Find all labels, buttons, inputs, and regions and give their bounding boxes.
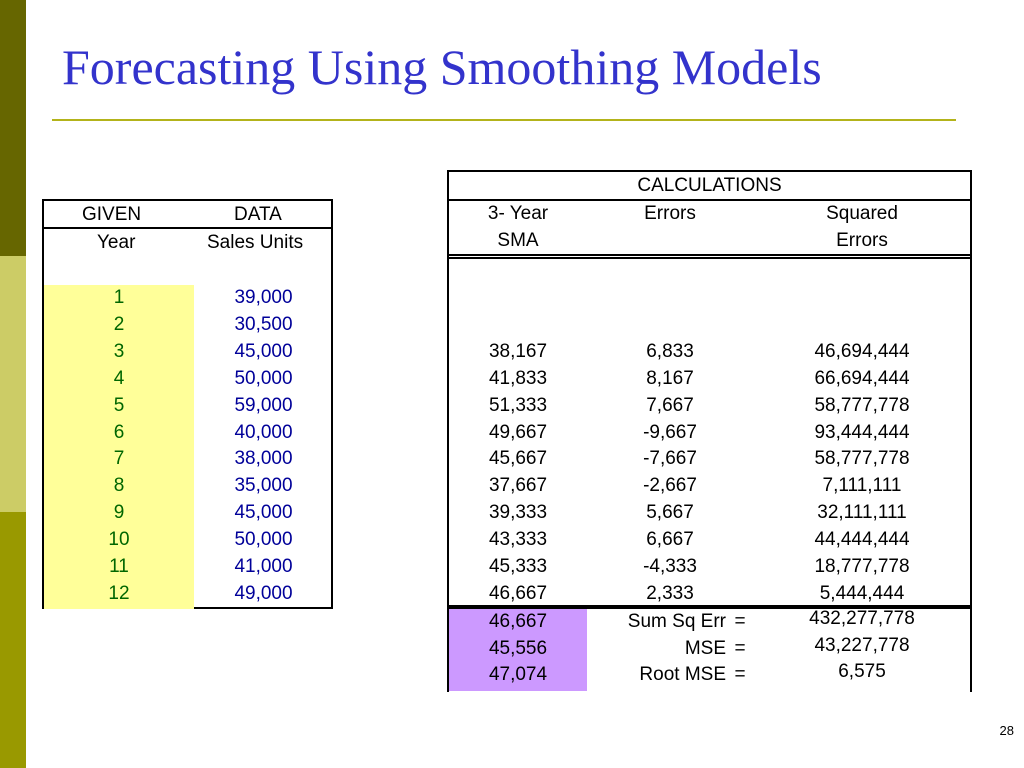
errors-header: Errors (644, 203, 696, 224)
squared-error-cell: 46,694,444 (814, 340, 910, 362)
footer-value: 43,227,778 (814, 634, 910, 656)
sales-cell: 50,000 (234, 367, 293, 389)
error-cell: -2,667 (643, 475, 697, 497)
footer-label: Sum Sq Err (627, 611, 726, 632)
year-cell: 3 (113, 340, 125, 362)
squared-error-cell: 58,777,778 (814, 448, 910, 470)
footer-equals: = (734, 611, 746, 632)
footer-right-border (970, 610, 972, 692)
sales-cell: 59,000 (234, 394, 293, 416)
sma-cell: 43,333 (488, 529, 548, 551)
squared-error-cell: 5,444,444 (819, 582, 905, 604)
year-cell: 12 (108, 582, 130, 604)
year-column-highlight (44, 285, 194, 609)
sales-cell: 49,000 (234, 582, 293, 604)
side-bar-mid (0, 512, 26, 768)
sales-column-header: Sales Units (207, 232, 304, 253)
squared-error-cell: 93,444,444 (814, 421, 910, 443)
squared-error-cell: 66,694,444 (814, 367, 910, 389)
given-header-right: DATA (234, 204, 282, 225)
year-cell: 1 (113, 287, 125, 308)
squared-errors-header-line2: Errors (836, 230, 888, 251)
sma-cell: 41,833 (488, 367, 548, 389)
year-cell: 6 (113, 421, 125, 443)
sma-header-line2: SMA (497, 230, 539, 251)
error-cell: 6,667 (646, 529, 694, 551)
year-column-header: Year (97, 232, 136, 253)
sma-cell: 46,667 (488, 582, 548, 604)
sma-header-line1: 3- Year (487, 203, 549, 224)
title-underline (52, 119, 956, 121)
error-cell: -9,667 (643, 421, 697, 443)
sales-cell: 45,000 (234, 502, 293, 524)
year-cell: 5 (113, 394, 125, 416)
calculations-table (447, 201, 972, 610)
year-cell: 7 (113, 448, 125, 470)
footer-value: 432,277,778 (809, 608, 915, 629)
error-cell: -4,333 (643, 556, 697, 577)
sales-cell: 30,500 (234, 313, 293, 335)
year-cell: 11 (109, 556, 129, 577)
error-cell: 8,167 (646, 367, 694, 389)
footer-equals: = (734, 664, 746, 685)
given-header-left: GIVEN (82, 204, 142, 225)
page-number: 28 (999, 723, 1014, 738)
year-cell: 10 (108, 529, 130, 551)
sma-cell: 45,333 (488, 556, 548, 577)
sales-cell: 45,000 (234, 340, 293, 362)
squared-error-cell: 32,111,111 (817, 502, 907, 524)
sma-cell: 51,333 (488, 394, 548, 416)
year-cell: 2 (113, 313, 125, 335)
error-cell: 7,667 (646, 394, 694, 416)
sma-cell: 39,333 (488, 502, 548, 524)
slide-title: Forecasting Using Smoothing Models (62, 39, 822, 95)
forecast-value: 47,074 (488, 664, 548, 685)
forecast-value: 46,667 (488, 611, 548, 632)
sales-cell: 39,000 (234, 287, 293, 308)
forecast-value: 45,556 (488, 637, 548, 659)
sma-cell: 37,667 (488, 475, 548, 497)
calculations-header-divider (447, 254, 972, 259)
sales-cell: 38,000 (234, 448, 293, 470)
error-cell: 5,667 (646, 502, 694, 524)
year-cell: 8 (113, 475, 125, 497)
error-cell: 2,333 (646, 582, 694, 604)
squared-error-cell: 44,444,444 (814, 529, 910, 551)
footer-equals: = (734, 637, 746, 659)
year-cell: 4 (113, 367, 125, 389)
error-cell: -7,667 (643, 448, 697, 470)
year-cell: 9 (113, 502, 125, 524)
footer-label: MSE (684, 637, 726, 659)
sma-cell: 49,667 (488, 421, 548, 443)
squared-error-cell: 58,777,778 (814, 394, 910, 416)
sma-cell: 38,167 (488, 340, 548, 362)
sales-cell: 50,000 (234, 529, 293, 551)
squared-error-cell: 18,777,778 (814, 556, 910, 577)
given-header: GIVEN DATA (44, 201, 331, 229)
squared-error-cell: 7,111,111 (822, 475, 902, 497)
error-cell: 6,833 (646, 340, 694, 362)
sma-cell: 45,667 (488, 448, 548, 470)
sales-cell: 40,000 (234, 421, 293, 443)
squared-errors-header-line1: Squared (826, 203, 898, 224)
given-data-table: GIVEN DATA Year Sales Units 1 39,000 2 30,5… (42, 199, 333, 609)
footer-label: Root MSE (639, 664, 726, 685)
side-bar-dark (0, 0, 26, 256)
footer-left-border (447, 610, 449, 692)
sales-cell: 35,000 (234, 475, 293, 497)
sales-cell: 41,000 (234, 556, 293, 577)
forecast-highlight (449, 609, 587, 691)
calculations-title: CALCULATIONS (447, 170, 972, 201)
calculations-footer-divider (447, 605, 972, 609)
footer-value: 6,575 (838, 661, 886, 682)
side-bar-light (0, 256, 26, 512)
